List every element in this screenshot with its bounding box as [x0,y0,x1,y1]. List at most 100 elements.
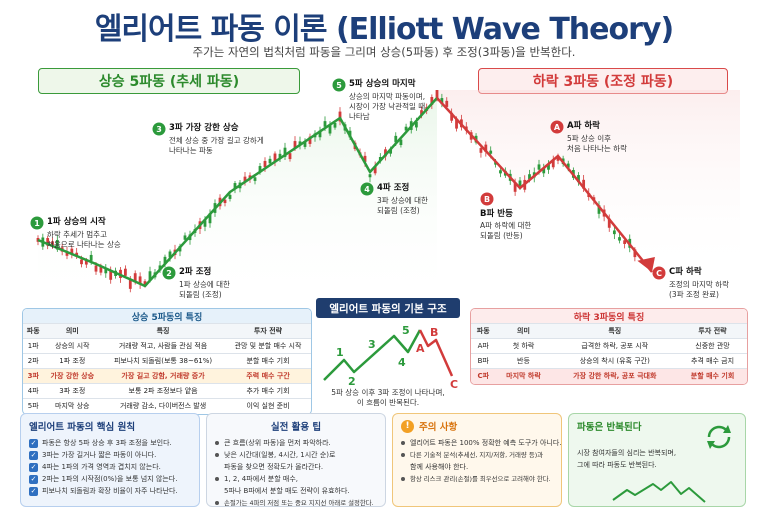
wave-2-num: 2 [166,269,172,278]
downtrend-table: 파동 의미 특징 투자 전략 A파 첫 하락 급격한 하락, 공포 시작 신중한… [471,323,747,384]
candle-body [46,238,50,246]
candle-body [148,271,152,281]
candle-body [394,135,398,143]
wave-5-title: 5파 상승의 마지막 [349,79,416,90]
candle-body [404,126,408,131]
candle-body [138,276,142,285]
candle-body [455,119,458,129]
candle-body [499,170,502,174]
table-cell: 가장 강한 상승 [43,368,102,384]
wave-3-desc2: 나타나는 파동 [169,146,213,156]
wave-c-title: C파 하락 [669,267,702,278]
table-cell: 신중한 관망 [678,338,747,354]
candle-body [273,153,277,163]
wave-2-desc2: 되돌림 (조정) [179,290,222,300]
caution-card: ! 주의 사항 엘리어트 파동은 100% 정확한 예측 도구가 아니다. 다른… [392,413,562,507]
table-cell: C파 [471,368,496,384]
wave-b-num: B [484,195,490,204]
basic-structure-caption: 5파 상승 이후 3파 조정이 나타나며, 이 흐름이 반복된다. [316,388,460,408]
candle-body [51,241,54,246]
candle-body [293,141,297,149]
list-item: 1, 2, 4파에서 분할 매수, [215,473,377,485]
candle-body [128,279,132,289]
table-cell: 거래량 적고, 사람들 관심 적음 [101,338,226,354]
table-cell: 거래량 감소, 다이버전스 발생 [101,398,226,414]
candle-body [513,182,517,192]
list-item: 함께 사용해야 한다. [401,461,553,473]
list-item-text: 손절가는 4파의 저점 또는 중요 지지선 아래로 설정한다. [224,499,374,507]
wave-3-title: 3파 가장 강한 상승 [169,123,239,134]
candle-body [328,124,332,134]
candle-body [303,141,307,147]
bullet-icon [401,477,405,481]
list-item: ✓ 피보나치 되돌림과 확장 비율이 자주 나타난다. [29,485,191,497]
repeat-wave-icon [612,481,706,503]
candle-body [489,150,493,154]
list-item-text: 파동은 항상 5파 상승 후 3파 조정을 보인다. [42,439,172,447]
table-cell: 3파 조정 [43,383,102,399]
candle-body [143,281,147,286]
basic-corrective-line [418,329,454,377]
list-item: 큰 흐름(상위 파동)을 먼저 파악하라. [215,437,377,449]
candle-body [612,230,616,235]
principles-title: 엘리어트 파동의 핵심 원칙 [29,422,136,433]
basic-label-1: 1 [336,346,344,359]
candle-body [582,179,586,189]
list-item-text: 다른 기술적 분석(추세선, 지지/저항, 거래량 등)과 [410,451,544,459]
downtrend-table-title: 하락 3파동의 특징 [471,309,747,323]
table-header: 파동 [23,323,44,339]
candle-body [288,153,292,160]
wave-4-title: 4파 조정 [377,183,410,194]
table-header: 파동 [471,323,496,339]
candle-body [378,156,382,161]
candle-body [537,164,541,170]
check-icon: ✓ [29,486,38,496]
basic-label-c: C [450,378,458,388]
candle-body [556,156,560,161]
wave-2-badge: 2 [162,266,176,280]
table-row: B파 반등 상승의 착시 (유혹 구간) 추격 매수 금지 [471,353,747,369]
candle-body [618,237,621,241]
bullet-icon [401,441,405,445]
wave-c-badge: C [652,266,666,280]
wave-5-desc2: 시장이 가장 낙관적일 때 [349,102,426,112]
list-item-text: 파동을 찾으면 정확도가 올라간다. [224,463,324,471]
table-cell: 반등 [495,353,552,369]
table-cell: 급격한 하락, 공포 시작 [551,338,679,354]
candle-body [253,177,257,181]
uptrend-table: 파동 의미 특징 투자 전략 1파 상승의 시작 거래량 적고, 사람들 관심 … [23,323,311,414]
candle-body [518,180,522,186]
caution-header: ! 주의 사항 [401,419,553,433]
candle-body [75,252,79,257]
wave-3-label: 3 3파 가장 강한 상승 전체 상승 중 가장 길고 강하게 나타나는 파동 [152,122,302,156]
list-item: 엘리어트 파동은 100% 정확한 예측 도구가 아니다. [401,437,562,449]
wave-2-title: 2파 조정 [179,267,212,278]
wave-c-label: C C파 하락 조정의 마지막 하락 (3파 조정 완료) [652,266,762,300]
repeat-card: 파동은 반복된다 시장 참여자들의 심리는 반복되며, 그에 따라 파동도 반복… [568,413,746,507]
wave-a-desc2: 처음 나타나는 하락 [567,144,627,154]
candle-body [168,251,172,258]
wave-b-badge: B [480,192,494,206]
candle-body [65,251,69,256]
candle-body [308,136,312,144]
candle-body [323,121,327,127]
list-item-text: 4파는 1파의 가격 영역과 겹치지 않는다. [42,463,161,471]
list-item: 파동을 찾으면 정확도가 올라간다. [215,461,377,473]
wave-3-num: 3 [156,125,162,134]
table-cell: 가장 길고 강함, 거래량 증가 [101,368,226,384]
list-item-text: 큰 흐름(상위 파동)을 먼저 파악하라. [224,439,331,447]
table-cell: 분할 매수 기회 [678,368,747,384]
candle-body [70,248,74,254]
wave-5-num: 5 [336,81,342,90]
check-icon: ✓ [29,474,38,484]
candle-body [479,148,483,153]
table-cell: 상승의 시작 [43,338,102,354]
uptrend-area [38,98,437,302]
table-cell: 3파 [23,368,44,384]
wave-c-num: C [656,269,662,278]
candle-body [263,160,267,168]
list-item-text: 함께 사용해야 한다. [410,463,469,471]
page-title: 엘리어트 파동 이론 (Elliott Wave Theory) [94,12,674,47]
table-cell: 1파 [23,338,44,354]
table-cell: 4파 [23,383,44,399]
